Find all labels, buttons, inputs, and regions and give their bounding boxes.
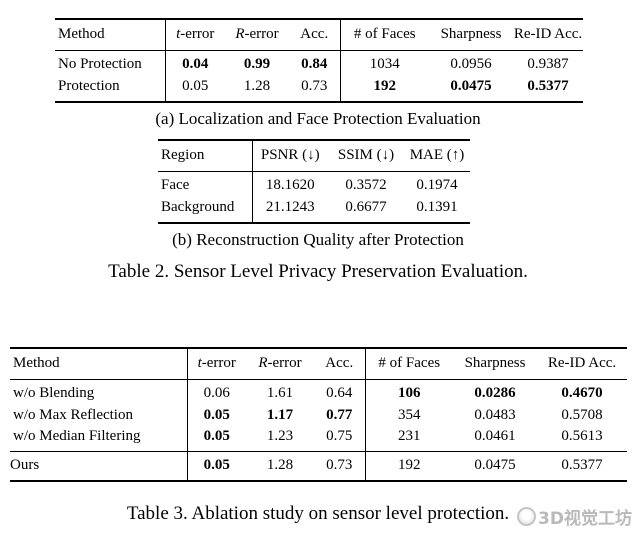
table-cell: 1.28 (243, 77, 271, 94)
table-cell: 0.05 (164, 75, 225, 102)
table-cell: 0.05 (186, 404, 246, 426)
table-localization-face-protection: Method t-error R-error Acc. # of Faces S… (55, 18, 583, 103)
table-cell: w/o Blending (13, 385, 95, 402)
col-acc: Acc. (314, 348, 365, 381)
table-cell: 0.6677 (345, 198, 387, 215)
table-cell: 0.05 (186, 451, 246, 482)
table-cell: 354 (364, 404, 453, 426)
table-cell: 0.9387 (527, 56, 569, 73)
table-cell: 1.28 (246, 451, 314, 482)
table-cell: 0.75 (326, 427, 353, 444)
watermark-text: 3D视觉工坊 (538, 508, 632, 529)
col-acc: Acc. (289, 19, 340, 52)
col-t-error: t-error (164, 19, 225, 52)
table-cell: 0.3572 (345, 177, 387, 194)
table-cell: 106 (364, 379, 453, 405)
table-cell: 1.17 (266, 406, 294, 423)
table-cell: 231 (364, 425, 453, 452)
col-reid-acc: Re-ID Acc. (537, 348, 627, 381)
table-a-header-row: Method t-error R-error Acc. # of Faces S… (55, 19, 583, 52)
table-a-caption: (a) Localization and Face Protection Eva… (155, 109, 481, 128)
table-cell: 0.0483 (474, 406, 516, 423)
table-cell: w/o Max Reflection (13, 406, 133, 423)
table-ablation-study: Method t-error R-error Acc. # of Faces S… (10, 347, 627, 483)
col-method: Method (55, 19, 165, 52)
table-cell: 0.1974 (416, 177, 458, 194)
table-cell: 192 (339, 75, 429, 102)
col-reid-acc: Re-ID Acc. (513, 19, 583, 52)
table-row-no-protection: No Protection 0.04 0.99 0.84 1034 0.0956… (55, 50, 583, 76)
table-cell: 0.5613 (561, 427, 603, 444)
col-ssim: SSIM (↓) (328, 140, 404, 173)
table-c-header-row: Method t-error R-error Acc. # of Faces S… (10, 348, 627, 381)
table-b-caption: (b) Reconstruction Quality after Protect… (172, 230, 464, 249)
table-cell: Background (161, 198, 235, 215)
col-num-faces: # of Faces (339, 19, 429, 52)
col-region: Region (158, 140, 252, 173)
table-cell: 0.73 (301, 77, 328, 94)
table-cell: 1034 (339, 50, 429, 76)
table-cell: Ours (10, 451, 187, 482)
table-cell: 0.5377 (527, 77, 569, 94)
table-row-face: Face 18.1620 0.3572 0.1974 (158, 171, 470, 197)
table-cell: 0.0475 (453, 451, 537, 482)
table-cell: 0.05 (186, 425, 246, 452)
table-cell: 0.4670 (561, 385, 603, 402)
table-cell: 1.61 (266, 385, 294, 402)
table-row-ours: Ours 0.05 1.28 0.73 192 0.0475 0.5377 (10, 451, 627, 482)
table-b-header-row: Region PSNR (↓) SSIM (↓) MAE (↑) (158, 140, 470, 173)
table-cell: 192 (364, 451, 453, 482)
workshop-logo-icon (517, 506, 536, 526)
table-row-background: Background 21.1243 0.6677 0.1391 (158, 196, 470, 223)
table-row-protection: Protection 0.05 1.28 0.73 192 0.0475 0.5… (55, 75, 583, 102)
table-row-wo-median-filtering: w/o Median Filtering 0.05 1.23 0.75 231 … (10, 425, 627, 452)
col-sharpness: Sharpness (453, 348, 537, 381)
table-cell: 0.0286 (474, 385, 516, 402)
col-t-error: t-error (186, 348, 246, 381)
table-cell: 0.84 (301, 56, 328, 73)
table-cell: 0.06 (186, 379, 246, 405)
table-cell: 0.04 (164, 50, 225, 76)
table-cell: 1.23 (266, 427, 294, 444)
table-cell: 18.1620 (251, 171, 328, 197)
col-mae: MAE (↑) (404, 140, 470, 173)
table-cell: 0.0956 (450, 56, 492, 73)
table2-caption: Table 2. Sensor Level Privacy Preservati… (108, 261, 528, 282)
table-cell: 0.99 (243, 56, 271, 73)
table-cell: 0.5708 (561, 406, 603, 423)
table-row-wo-max-reflection: w/o Max Reflection 0.05 1.17 0.77 354 0.… (10, 404, 627, 426)
table-cell: 0.73 (314, 451, 365, 482)
col-r-error: R-error (246, 348, 314, 381)
col-sharpness: Sharpness (429, 19, 513, 52)
table-cell: 21.1243 (251, 196, 328, 223)
col-method: Method (10, 348, 187, 381)
col-psnr: PSNR (↓) (251, 140, 328, 173)
col-num-faces: # of Faces (364, 348, 453, 381)
watermark: 3D视觉工坊 (517, 504, 632, 529)
col-r-error: R-error (225, 19, 289, 52)
table-cell: 0.5377 (537, 451, 627, 482)
table-cell: 0.0461 (474, 427, 516, 444)
table-cell: 0.64 (326, 385, 353, 402)
table-cell: Protection (58, 77, 120, 94)
table-cell: w/o Median Filtering (13, 427, 141, 444)
table-row-wo-blending: w/o Blending 0.06 1.61 0.64 106 0.0286 0… (10, 379, 627, 405)
table-cell: 0.77 (326, 406, 353, 423)
table-cell: 0.1391 (416, 198, 458, 215)
table3-caption: Table 3. Ablation study on sensor level … (126, 503, 510, 524)
table-cell: No Protection (58, 56, 142, 73)
table-reconstruction-quality: Region PSNR (↓) SSIM (↓) MAE (↑) Face 18… (158, 139, 470, 224)
table-cell: 0.0475 (450, 77, 492, 94)
table-cell: Face (161, 177, 190, 194)
